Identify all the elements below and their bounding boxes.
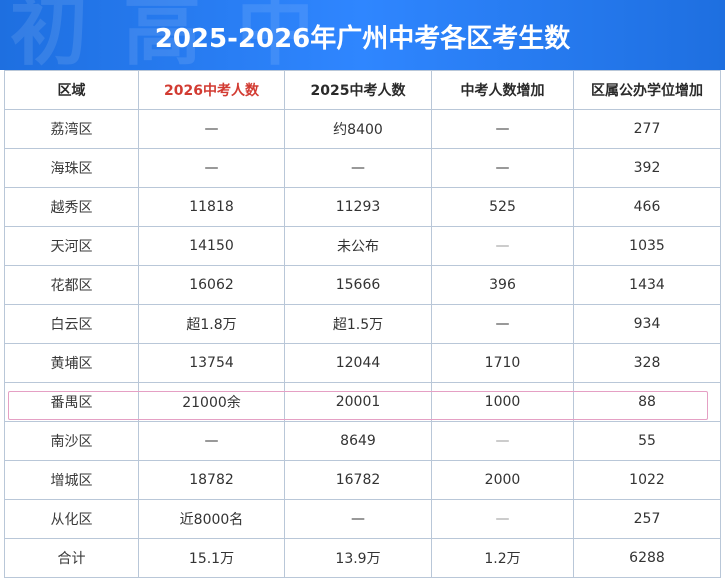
region-cell: 合计 xyxy=(4,538,139,578)
value-cell: — xyxy=(431,421,574,461)
table-row: 番禺区 21000余 20001 1000 88 xyxy=(4,382,721,422)
column-header-public-seats: 区属公办学位增加 xyxy=(573,70,721,110)
value-cell: — xyxy=(431,304,574,344)
table-row: 南沙区 —8649—55 xyxy=(4,421,721,461)
value-cell: 1000 xyxy=(431,382,574,422)
value-cell: 20001 xyxy=(284,382,432,422)
value-cell: — xyxy=(431,109,574,149)
value-cell: 55 xyxy=(573,421,721,461)
page-title: 2025-2026年广州中考各区考生数 xyxy=(154,24,571,54)
table-row: 天河区 14150 未公布 —1035 xyxy=(4,226,721,266)
table-header-row: 区域 2026中考人数 2025中考人数 中考人数增加 区属公办学位增加 xyxy=(4,70,721,110)
value-cell: 13754 xyxy=(138,343,285,383)
value-cell: — xyxy=(431,226,574,266)
region-cell: 南沙区 xyxy=(4,421,139,461)
value-cell: 超1.5万 xyxy=(284,304,432,344)
value-cell: 超1.8万 xyxy=(138,304,285,344)
value-cell: 8649 xyxy=(284,421,432,461)
region-cell: 海珠区 xyxy=(4,148,139,188)
value-cell: 14150 xyxy=(138,226,285,266)
value-cell: 88 xyxy=(573,382,721,422)
value-cell: 1022 xyxy=(573,460,721,500)
column-header-2025-count: 2025中考人数 xyxy=(284,70,432,110)
value-cell: 18782 xyxy=(138,460,285,500)
value-cell: 未公布 xyxy=(284,226,432,266)
region-cell: 越秀区 xyxy=(4,187,139,227)
value-cell: 257 xyxy=(573,499,721,539)
region-cell: 增城区 xyxy=(4,460,139,500)
region-cell: 从化区 xyxy=(4,499,139,539)
value-cell: — xyxy=(138,148,285,188)
value-cell: 392 xyxy=(573,148,721,188)
value-cell: 1.2万 xyxy=(431,538,574,578)
column-header-region: 区域 xyxy=(4,70,139,110)
value-cell: 11293 xyxy=(284,187,432,227)
value-cell: 21000余 xyxy=(138,382,285,422)
total-row: 合计 15.1万 13.9万 1.2万 6288 xyxy=(4,538,721,578)
value-cell: — xyxy=(284,148,432,188)
value-cell: 12044 xyxy=(284,343,432,383)
value-cell: — xyxy=(138,109,285,149)
value-cell: — xyxy=(138,421,285,461)
value-cell: 近8000名 xyxy=(138,499,285,539)
table-row: 黄埔区 13754 12044 1710 328 xyxy=(4,343,721,383)
value-cell: 15666 xyxy=(284,265,432,305)
value-cell: 15.1万 xyxy=(138,538,285,578)
table-row: 从化区 近8000名 — —257 xyxy=(4,499,721,539)
table-row: 增城区 18782 16782 2000 1022 xyxy=(4,460,721,500)
table-row: 花都区 16062 15666 396 1434 xyxy=(4,265,721,305)
value-cell: 1434 xyxy=(573,265,721,305)
value-cell: 466 xyxy=(573,187,721,227)
table-row: 白云区 超1.8万 超1.5万 —934 xyxy=(4,304,721,344)
value-cell: — xyxy=(431,148,574,188)
value-cell: 13.9万 xyxy=(284,538,432,578)
value-cell: — xyxy=(431,499,574,539)
column-header-2026-count: 2026中考人数 xyxy=(138,70,285,110)
value-cell: 1035 xyxy=(573,226,721,266)
value-cell: 2000 xyxy=(431,460,574,500)
value-cell: 11818 xyxy=(138,187,285,227)
value-cell: 934 xyxy=(573,304,721,344)
region-cell: 白云区 xyxy=(4,304,139,344)
value-cell: 约8400 xyxy=(284,109,432,149)
region-cell: 番禺区 xyxy=(4,382,139,422)
value-cell: 1710 xyxy=(431,343,574,383)
value-cell: 396 xyxy=(431,265,574,305)
table-row: 越秀区 11818 11293 525 466 xyxy=(4,187,721,227)
value-cell: 277 xyxy=(573,109,721,149)
value-cell: 6288 xyxy=(573,538,721,578)
table-row: 荔湾区 — 约8400—277 xyxy=(4,109,721,149)
value-cell: 328 xyxy=(573,343,721,383)
value-cell: — xyxy=(284,499,432,539)
table-row: 海珠区 — — —392 xyxy=(4,148,721,188)
value-cell: 525 xyxy=(431,187,574,227)
region-cell: 荔湾区 xyxy=(4,109,139,149)
region-cell: 天河区 xyxy=(4,226,139,266)
column-header-increase: 中考人数增加 xyxy=(431,70,574,110)
title-banner: 初 高 中 2025-2026年广州中考各区考生数 xyxy=(0,0,725,70)
value-cell: 16782 xyxy=(284,460,432,500)
region-cell: 黄埔区 xyxy=(4,343,139,383)
exam-count-table: 区域 2026中考人数 2025中考人数 中考人数增加 区属公办学位增加 荔湾区… xyxy=(4,70,721,578)
region-cell: 花都区 xyxy=(4,265,139,305)
value-cell: 16062 xyxy=(138,265,285,305)
watermark: 初 高 中 xyxy=(10,0,319,70)
